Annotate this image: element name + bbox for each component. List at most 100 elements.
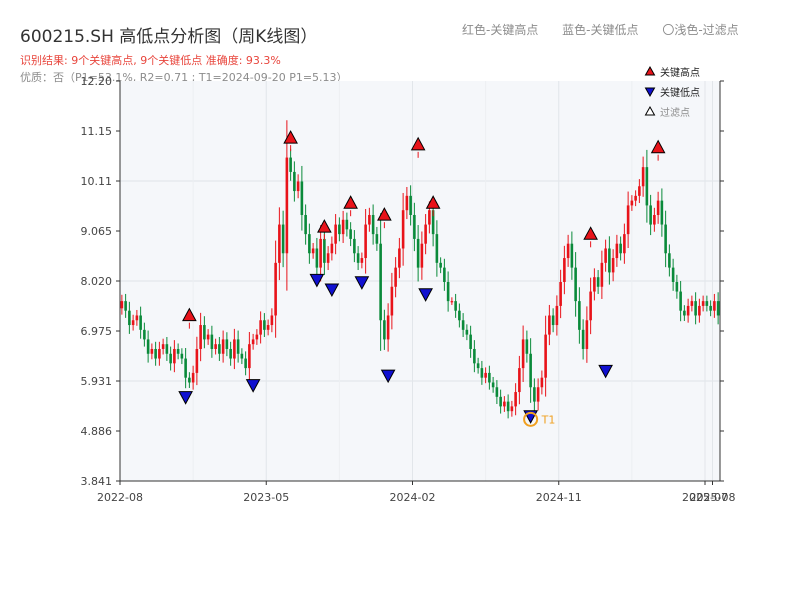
- candle-body: [120, 301, 124, 309]
- candle-body: [240, 353, 244, 359]
- candle-body: [495, 387, 499, 397]
- candle-body: [236, 339, 240, 354]
- candle-body: [203, 325, 206, 340]
- candle-body: [266, 325, 270, 330]
- candle-body: [690, 301, 694, 306]
- candle-body: [630, 200, 634, 206]
- candle-body: [221, 339, 225, 354]
- candle-body: [668, 253, 671, 268]
- candle-body: [611, 258, 615, 273]
- y-tick-label: 11.15: [81, 125, 113, 138]
- candle-body: [379, 243, 382, 321]
- candle-body: [225, 339, 229, 349]
- x-tick-label: 2025-08: [690, 491, 736, 504]
- candle-body: [716, 301, 720, 316]
- candle-body: [653, 214, 656, 225]
- candle-body: [420, 243, 424, 268]
- candle-body: [645, 167, 649, 206]
- chart-title: 600215.SH 高低点分析图（周K线图）: [20, 27, 318, 47]
- candle-body: [188, 377, 191, 383]
- candle-body: [143, 329, 146, 340]
- candle-body: [199, 325, 202, 349]
- candle-body: [278, 224, 281, 263]
- candle-body: [158, 348, 161, 359]
- candle-body: [338, 224, 341, 235]
- candle-body: [409, 195, 412, 215]
- key-high-marker: [410, 136, 426, 151]
- candle-body: [131, 320, 135, 326]
- candle-body: [311, 248, 315, 254]
- candle-body: [473, 348, 476, 364]
- candle-body: [386, 315, 390, 340]
- candle-body: [443, 267, 446, 282]
- candle-body: [304, 214, 307, 235]
- candle-body: [345, 219, 349, 230]
- key-high-marker: [377, 207, 392, 221]
- candle-body: [293, 171, 296, 192]
- candle-body: [206, 334, 210, 340]
- key-high-marker: [317, 219, 332, 233]
- candle-body: [169, 353, 172, 364]
- candle-body: [503, 401, 506, 407]
- candle-body: [713, 301, 716, 311]
- candle-body: [615, 243, 619, 259]
- candle-body: [334, 224, 337, 244]
- candle-body: [540, 377, 544, 388]
- candle-body: [698, 305, 701, 316]
- candle-body: [424, 224, 427, 244]
- candle-body: [308, 234, 311, 254]
- quality-detail: 优质：否（P1=53.1%, R2=0.71 ; T1=2024-09-20 P…: [20, 71, 348, 84]
- candle-body: [664, 224, 667, 254]
- candle-body: [405, 195, 409, 211]
- candle-body: [218, 344, 221, 354]
- candle-body: [544, 334, 547, 378]
- candle-body: [270, 315, 274, 326]
- candle-body: [525, 339, 529, 354]
- candle-body: [521, 339, 525, 369]
- legend-label: 关键低点: [660, 86, 700, 99]
- candle-body: [184, 358, 187, 378]
- candle-body: [428, 210, 431, 225]
- legend-label: 关键高点: [660, 66, 700, 79]
- candle-body: [214, 344, 217, 349]
- candle-body: [439, 262, 442, 268]
- candle-body: [289, 157, 292, 172]
- candle-body: [413, 214, 416, 239]
- candle-body: [124, 301, 127, 311]
- candle-body: [296, 181, 300, 192]
- candle-body: [593, 277, 596, 292]
- t1-circle: [523, 411, 539, 427]
- candle-body: [619, 243, 622, 254]
- candle-body: [570, 243, 574, 268]
- candle-body: [353, 238, 356, 254]
- candle-body: [679, 291, 682, 311]
- candle-body: [259, 320, 262, 335]
- candle-body: [398, 248, 401, 268]
- x-tick-label: 2023-05: [243, 491, 289, 504]
- candle-body: [559, 281, 562, 306]
- candle-body: [574, 267, 577, 302]
- top-legend-blue: 蓝色-关键低点: [562, 23, 639, 37]
- candle-body: [600, 262, 604, 287]
- legend-marker: [644, 65, 656, 76]
- candle-body: [330, 243, 334, 254]
- legend-marker: [644, 87, 656, 98]
- candle-body: [461, 320, 465, 330]
- candle-body: [248, 344, 251, 369]
- candle-body: [686, 305, 690, 316]
- top-legend-red: 红色-关键高点: [462, 23, 539, 37]
- legend-label: 过滤点: [660, 106, 690, 119]
- candle-body: [499, 396, 502, 407]
- candle-body: [608, 248, 611, 273]
- candle-body: [371, 214, 375, 235]
- candle-body: [383, 320, 386, 340]
- candle-body: [671, 267, 675, 282]
- candle-body: [229, 348, 232, 359]
- candle-body: [281, 224, 285, 254]
- candle-body: [469, 334, 472, 349]
- candle-body: [360, 258, 364, 263]
- candle-body: [566, 243, 570, 259]
- t1-label: T1: [541, 413, 556, 426]
- candle-body: [416, 238, 420, 268]
- candle-body: [368, 214, 371, 225]
